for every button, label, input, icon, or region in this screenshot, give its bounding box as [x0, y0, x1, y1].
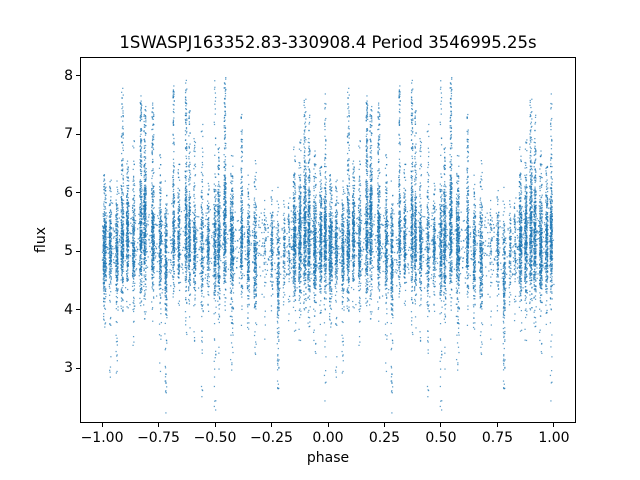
x-tick-label: −0.50 [193, 430, 237, 446]
x-tick-mark [101, 423, 103, 427]
y-tick-label: 3 [64, 360, 73, 377]
chart-title: 1SWASPJ163352.83-330908.4 Period 3546995… [119, 33, 537, 52]
y-tick-label: 8 [64, 67, 73, 84]
x-tick-mark [496, 423, 498, 427]
y-tick-label: 4 [64, 301, 73, 318]
x-tick-mark [553, 423, 555, 427]
y-tick-mark [76, 133, 80, 135]
y-tick-mark [76, 309, 80, 311]
x-tick-mark [214, 423, 216, 427]
y-tick-mark [76, 250, 80, 252]
x-tick-label: 1.00 [538, 430, 570, 446]
y-tick-mark [76, 367, 80, 369]
y-axis-label: flux [33, 227, 49, 253]
x-tick-mark [158, 423, 160, 427]
y-tick-label: 7 [64, 126, 73, 143]
x-tick-label: −1.00 [80, 430, 124, 446]
x-tick-mark [383, 423, 385, 427]
x-tick-mark [271, 423, 272, 427]
x-tick-label: 0.75 [481, 430, 514, 446]
y-tick-label: 5 [64, 243, 73, 260]
x-tick-mark [327, 423, 329, 427]
x-tick-label: −0.25 [250, 430, 293, 446]
y-tick-mark [76, 75, 80, 77]
scatter-points-canvas [80, 57, 576, 423]
x-axis-label: phase [306, 450, 350, 466]
x-tick-label: 0.50 [425, 430, 457, 446]
y-tick-mark [76, 192, 80, 194]
x-tick-label: 0.25 [368, 430, 401, 446]
x-tick-mark [440, 423, 442, 427]
x-tick-label: −0.75 [137, 430, 180, 446]
y-tick-label: 6 [64, 184, 73, 201]
x-tick-label: 0.00 [312, 430, 344, 446]
